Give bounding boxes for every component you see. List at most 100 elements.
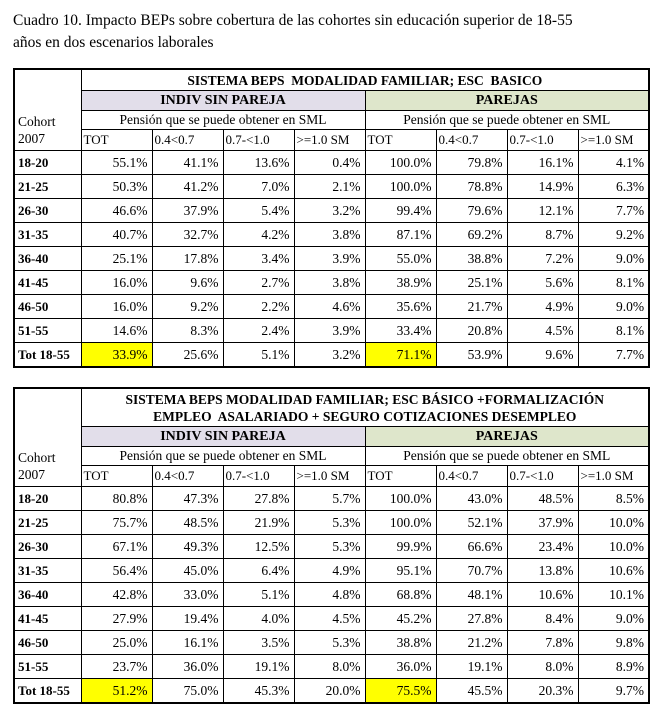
data-cell: 16.1%	[151, 630, 224, 655]
column-header: >=1.0 SM	[577, 465, 650, 487]
data-cell: 2.2%	[222, 294, 295, 319]
data-cell: 67.1%	[80, 534, 153, 559]
data-cell: 46.6%	[80, 198, 153, 223]
subheader-pension-sml: Pensión que se puede obtener en SML	[80, 446, 366, 466]
column-header: TOT	[364, 129, 437, 151]
column-header: 0.4<0.7	[435, 465, 508, 487]
data-cell: 37.9%	[506, 510, 579, 535]
group-header-parejas: PAREJAS	[364, 426, 650, 447]
subheader-pension-sml: Pensión que se puede obtener en SML	[80, 110, 366, 130]
table-row: 41-45 16.0% 9.6% 2.7% 3.8% 38.9% 25.1% 5.6% 8.1%	[13, 270, 650, 295]
data-cell: 7.8%	[506, 630, 579, 655]
data-cell: 78.8%	[435, 174, 508, 199]
data-cell: 100.0%	[364, 150, 437, 175]
data-cell: 40.7%	[80, 222, 153, 247]
data-cell: 2.7%	[222, 270, 295, 295]
data-cell: 87.1%	[364, 222, 437, 247]
row-label: Tot 18-55	[13, 678, 82, 704]
data-cell: 17.8%	[151, 246, 224, 271]
data-cell: 4.1%	[577, 150, 650, 175]
row-label: 18-20	[13, 486, 82, 511]
column-header: 0.7-<1.0	[506, 129, 579, 151]
table-row: 21-25 75.7% 48.5% 21.9% 5.3% 100.0% 52.1% 37.9%…	[13, 510, 650, 535]
data-cell: 3.9%	[293, 246, 366, 271]
data-cell: 12.5%	[222, 534, 295, 559]
data-cell: 55.0%	[364, 246, 437, 271]
data-cell: 8.1%	[577, 270, 650, 295]
data-cell: 75.0%	[151, 678, 224, 704]
row-label: 41-45	[13, 270, 82, 295]
data-cell: 50.3%	[80, 174, 153, 199]
data-cell: 10.0%	[577, 534, 650, 559]
data-cell: 36.0%	[364, 654, 437, 679]
data-cell: 45.3%	[222, 678, 295, 704]
data-cell: 41.1%	[151, 150, 224, 175]
data-cell: 8.4%	[506, 606, 579, 631]
highlighted-data-cell: 33.9%	[80, 342, 153, 368]
data-cell: 21.7%	[435, 294, 508, 319]
data-cell: 5.3%	[293, 630, 366, 655]
data-cell: 53.9%	[435, 342, 508, 368]
data-cell: 5.3%	[293, 510, 366, 535]
data-cell: 49.3%	[151, 534, 224, 559]
data-cell: 48.5%	[506, 486, 579, 511]
data-cell: 9.2%	[577, 222, 650, 247]
group-header-row: INDIV SIN PAREJA PAREJAS	[14, 426, 650, 447]
column-header: TOT	[80, 465, 153, 487]
row-label: 26-30	[13, 198, 82, 223]
data-cell: 5.6%	[506, 270, 579, 295]
subheader-row: Pensión que se puede obtener en SML Pens…	[14, 446, 650, 466]
data-cell: 36.0%	[151, 654, 224, 679]
data-cell: 19.1%	[435, 654, 508, 679]
data-cell: 9.2%	[151, 294, 224, 319]
row-label: 31-35	[13, 558, 82, 583]
data-cell: 37.9%	[151, 198, 224, 223]
column-header: 0.7-<1.0	[222, 465, 295, 487]
total-row: Tot 18-55 51.2% 75.0% 45.3% 20.0% 75.5% 45.5% 2…	[13, 678, 650, 704]
data-cell: 48.1%	[435, 582, 508, 607]
column-header: >=1.0 SM	[293, 129, 366, 151]
data-cell: 43.0%	[435, 486, 508, 511]
data-cell: 38.8%	[364, 630, 437, 655]
data-cell: 25.6%	[151, 342, 224, 368]
data-cell: 8.9%	[577, 654, 650, 679]
table-row: 26-30 67.1% 49.3% 12.5% 5.3% 99.9% 66.6% 23.4% 1…	[13, 534, 650, 559]
row-label: Tot 18-55	[13, 342, 82, 368]
table-esc-basico-formalizacion: Cohort 2007 SISTEMA BEPS MODALIDAD FAMIL…	[13, 387, 650, 704]
data-cell: 8.0%	[293, 654, 366, 679]
data-cell: 16.0%	[80, 270, 153, 295]
data-cell: 20.3%	[506, 678, 579, 704]
data-cell: 10.1%	[577, 582, 650, 607]
column-header: >=1.0 SM	[293, 465, 366, 487]
data-cell: 3.5%	[222, 630, 295, 655]
row-label: 18-20	[13, 150, 82, 175]
data-cell: 13.6%	[222, 150, 295, 175]
table-row: 18-20 55.1% 41.1% 13.6% 0.4% 100.0% 79.8% 16.1%…	[13, 150, 650, 175]
column-header: 0.7-<1.0	[506, 465, 579, 487]
data-cell: 16.0%	[80, 294, 153, 319]
corner-header-cohort: Cohort 2007	[13, 387, 82, 487]
data-cell: 99.4%	[364, 198, 437, 223]
table-title: SISTEMA BEPS MODALIDAD FAMILIAR; ESC BAS…	[80, 68, 650, 91]
data-cell: 68.8%	[364, 582, 437, 607]
data-cell: 8.0%	[506, 654, 579, 679]
data-cell: 25.1%	[80, 246, 153, 271]
data-cell: 5.1%	[222, 582, 295, 607]
row-label: 21-25	[13, 510, 82, 535]
data-cell: 7.7%	[577, 342, 650, 368]
data-cell: 9.0%	[577, 606, 650, 631]
row-label: 46-50	[13, 294, 82, 319]
data-cell: 4.5%	[293, 606, 366, 631]
table-row: 51-55 23.7% 36.0% 19.1% 8.0% 36.0% 19.1% 8.0% 8.…	[13, 654, 650, 679]
group-header-row: INDIV SIN PAREJA PAREJAS	[14, 90, 650, 111]
data-cell: 7.2%	[506, 246, 579, 271]
row-label: 41-45	[13, 606, 82, 631]
data-cell: 5.4%	[222, 198, 295, 223]
column-header: >=1.0 SM	[577, 129, 650, 151]
data-cell: 69.2%	[435, 222, 508, 247]
data-cell: 25.1%	[435, 270, 508, 295]
data-cell: 3.4%	[222, 246, 295, 271]
table-row: 36-40 42.8% 33.0% 5.1% 4.8% 68.8% 48.1% 10.6% 10…	[13, 582, 650, 607]
total-row: Tot 18-55 33.9% 25.6% 5.1% 3.2% 71.1% 53.9% 9.6…	[13, 342, 650, 368]
